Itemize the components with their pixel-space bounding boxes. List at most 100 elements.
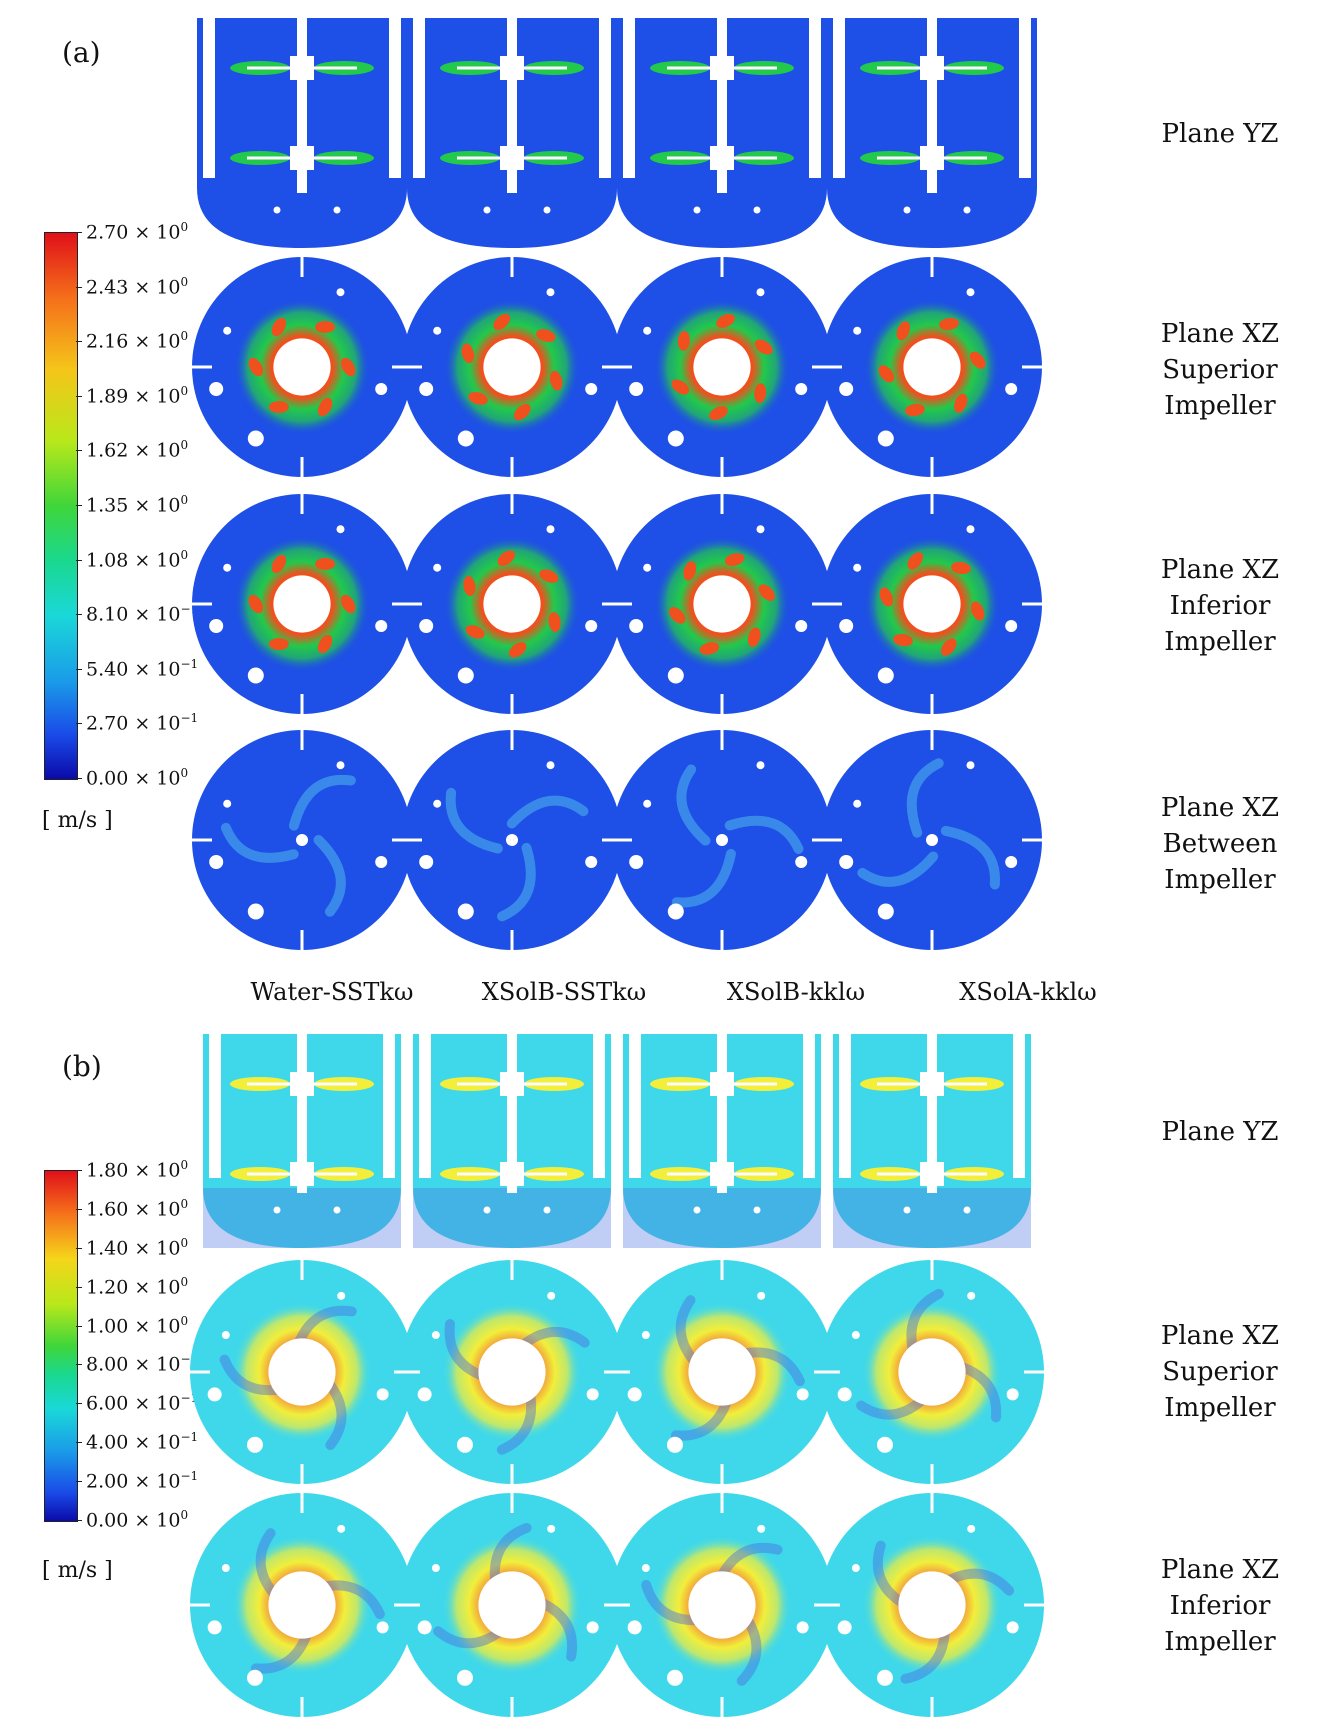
colorbar-b-tick-mark-1	[76, 1208, 82, 1210]
plane-xz-between-a-3-probe-0	[643, 799, 652, 808]
plane-xz-between-a-4-probe-4	[877, 903, 894, 920]
plane-yz-a-4-baffle-left	[833, 18, 845, 178]
plane-xz-superior-b-2-probe-3	[417, 1387, 432, 1402]
colorbar-a-tick-4: 1.62 × 100	[86, 438, 189, 462]
plane-yz-a-2-shaft	[507, 18, 517, 193]
plane-yz-b-1-baffle-right	[383, 1034, 395, 1178]
plane-xz-inferior-a-3-probe-0	[643, 563, 652, 572]
plane-yz-a-3	[617, 18, 827, 248]
plane-xz-between-a-4-swirl-1	[906, 758, 944, 838]
plane-xz-superior-b-1	[190, 1260, 414, 1484]
plane-xz-between-a-1-swirl-2	[288, 774, 356, 831]
plane-xz-inferior-a-4-probe-0	[853, 563, 862, 572]
plane-yz-a-3-baffle-left	[623, 18, 635, 178]
colorbar-a-tick-mark-9	[76, 723, 82, 725]
plane-xz-between-a-2-swirl-1	[445, 787, 503, 854]
colorbar-b-tick-mark-2	[76, 1247, 82, 1249]
plane-xz-superior-b-4-probe-2	[1006, 1388, 1019, 1401]
plane-xz-inferior-a-4-blade-jet-2	[879, 587, 894, 607]
plane-xz-superior-a-4-blade-jet-0	[954, 393, 968, 413]
colorbar-a-tick-10: 0.00 × 100	[86, 766, 189, 790]
colorbar-b-tick-7: 4.00 × 10−1	[86, 1430, 199, 1454]
plane-xz-between-a-2-probe-0	[433, 799, 442, 808]
plane-xz-inferior-b-4	[820, 1493, 1044, 1717]
plane-xz-inferior-a-1-blade-jet-5	[315, 557, 336, 570]
plane-xz-inferior-a-4-probe-2	[1005, 620, 1018, 632]
colorbar-a-tick-mark-1	[76, 286, 82, 288]
plane-xz-inferior-a-2-probe-2	[585, 620, 598, 632]
plane-xz-between-a-2-probe-4	[457, 903, 474, 920]
plane-yz-b-1-bottom-shade	[203, 1188, 401, 1248]
plane-yz-b-3-probe-2	[753, 1206, 761, 1214]
colorbar-b-tick-9: 0.00 × 100	[86, 1508, 189, 1532]
plane-xz-inferior-a-4-blade-jet-3	[907, 552, 924, 570]
plane-xz-inferior-b-2	[400, 1493, 624, 1717]
plane-xz-superior-b-4-hub	[898, 1338, 966, 1406]
plane-xz-inferior-a-1	[192, 494, 412, 714]
plane-yz-a-4-probe-2	[963, 206, 971, 214]
plane-xz-superior-a-3-hub	[693, 338, 751, 396]
plane-xz-superior-b-3-probe-2	[796, 1388, 809, 1401]
plane-yz-b-4-baffle-right	[1013, 1034, 1025, 1178]
plane-yz-b-1-shaft	[297, 1034, 307, 1193]
plane-xz-superior-a-3-probe-0	[643, 326, 652, 335]
colorbar-a-gradient	[44, 232, 78, 780]
plane-yz-a-2-baffle-right	[599, 18, 611, 178]
plane-yz-a-3-shaft	[717, 18, 727, 193]
plane-yz-a-3-probe-1	[693, 206, 701, 214]
plane-yz-b-3-baffle-right	[803, 1034, 815, 1178]
plane-xz-between-a-2-swirl-0	[497, 842, 536, 922]
plane-yz-b-1-probe-2	[333, 1206, 341, 1214]
plane-yz-a-1-shaft	[297, 18, 307, 193]
plane-xz-between-a-3	[612, 730, 832, 950]
colorbar-b-tick-4: 1.00 × 100	[86, 1313, 189, 1337]
plane-xz-superior-a-3	[612, 257, 832, 477]
plane-xz-between-a-2-swirl-2	[506, 795, 589, 829]
plane-yz-b-3-bottom-shade	[623, 1188, 821, 1248]
colorbar-b-tick-mark-7	[76, 1442, 82, 1444]
plane-yz-b-1	[203, 1034, 401, 1248]
plane-xz-inferior-b-1	[190, 1493, 414, 1717]
plane-xz-superior-a-4-probe-4	[877, 430, 894, 447]
plane-xz-inferior-b-2-probe-3	[417, 1620, 432, 1635]
plane-xz-superior-a-1	[192, 257, 412, 477]
plane-xz-superior-a-2-probe-0	[433, 326, 442, 335]
plane-xz-between-a-4-probe-1	[966, 761, 975, 770]
plane-xz-between-a-3-probe-3	[629, 855, 644, 869]
plane-xz-superior-a-3-blade-jet-0	[754, 383, 767, 404]
plane-xz-inferior-a-3-hub	[693, 575, 751, 633]
plane-xz-between-a-1-probe-1	[336, 761, 345, 770]
plane-xz-superior-a-2-probe-1	[546, 288, 555, 297]
plane-xz-inferior-a-2-probe-1	[546, 525, 555, 534]
plane-xz-inferior-a-2-blade-jet-1	[508, 642, 527, 658]
plane-xz-inferior-a-2-blade-jet-4	[497, 550, 516, 566]
colorbar-a-unit: [ m/s ]	[42, 808, 113, 833]
plane-xz-inferior-a-3-probe-1	[756, 525, 765, 534]
colorbar-b-tick-mark-4	[76, 1325, 82, 1327]
plane-xz-between-a-4	[822, 730, 1042, 950]
colorbar-b-tick-mark-6	[76, 1403, 82, 1405]
column-label-2: XSolB-SSTkω	[481, 978, 647, 1006]
plane-yz-a-4-baffle-right	[1019, 18, 1031, 178]
row-label-b-1: Plane YZ	[1161, 1117, 1279, 1147]
plane-xz-superior-b-3-probe-4	[666, 1436, 683, 1453]
plane-xz-between-a-1-shaft	[296, 834, 308, 846]
plane-xz-superior-a-4-probe-3	[839, 382, 854, 396]
plane-xz-superior-a-2-probe-3	[419, 382, 434, 396]
plane-xz-superior-a-4-probe-0	[853, 326, 862, 335]
plane-yz-b-4-bottom-shade	[833, 1188, 1031, 1248]
plane-xz-superior-b-1-probe-0	[221, 1331, 230, 1340]
plane-xz-superior-b-4-probe-1	[967, 1291, 976, 1300]
plane-xz-superior-b-3-hub	[688, 1338, 756, 1406]
plane-yz-b-3	[623, 1034, 821, 1248]
plane-xz-inferior-a-1-blade-jet-4	[271, 554, 287, 574]
plane-xz-superior-a-2-blade-jet-1	[513, 403, 531, 421]
plane-yz-b-4-shaft	[927, 1034, 937, 1193]
plane-xz-inferior-a-3-blade-jet-2	[669, 607, 686, 624]
plane-xz-superior-a-3-blade-jet-1	[709, 406, 728, 420]
plane-yz-b-4	[833, 1034, 1031, 1248]
plane-yz-b-2-probe-2	[543, 1206, 551, 1214]
plane-xz-superior-b-2-probe-0	[431, 1331, 440, 1340]
plane-xz-superior-b-4-probe-4	[876, 1436, 893, 1453]
colorbar-a-tick-0: 2.70 × 100	[86, 220, 189, 244]
